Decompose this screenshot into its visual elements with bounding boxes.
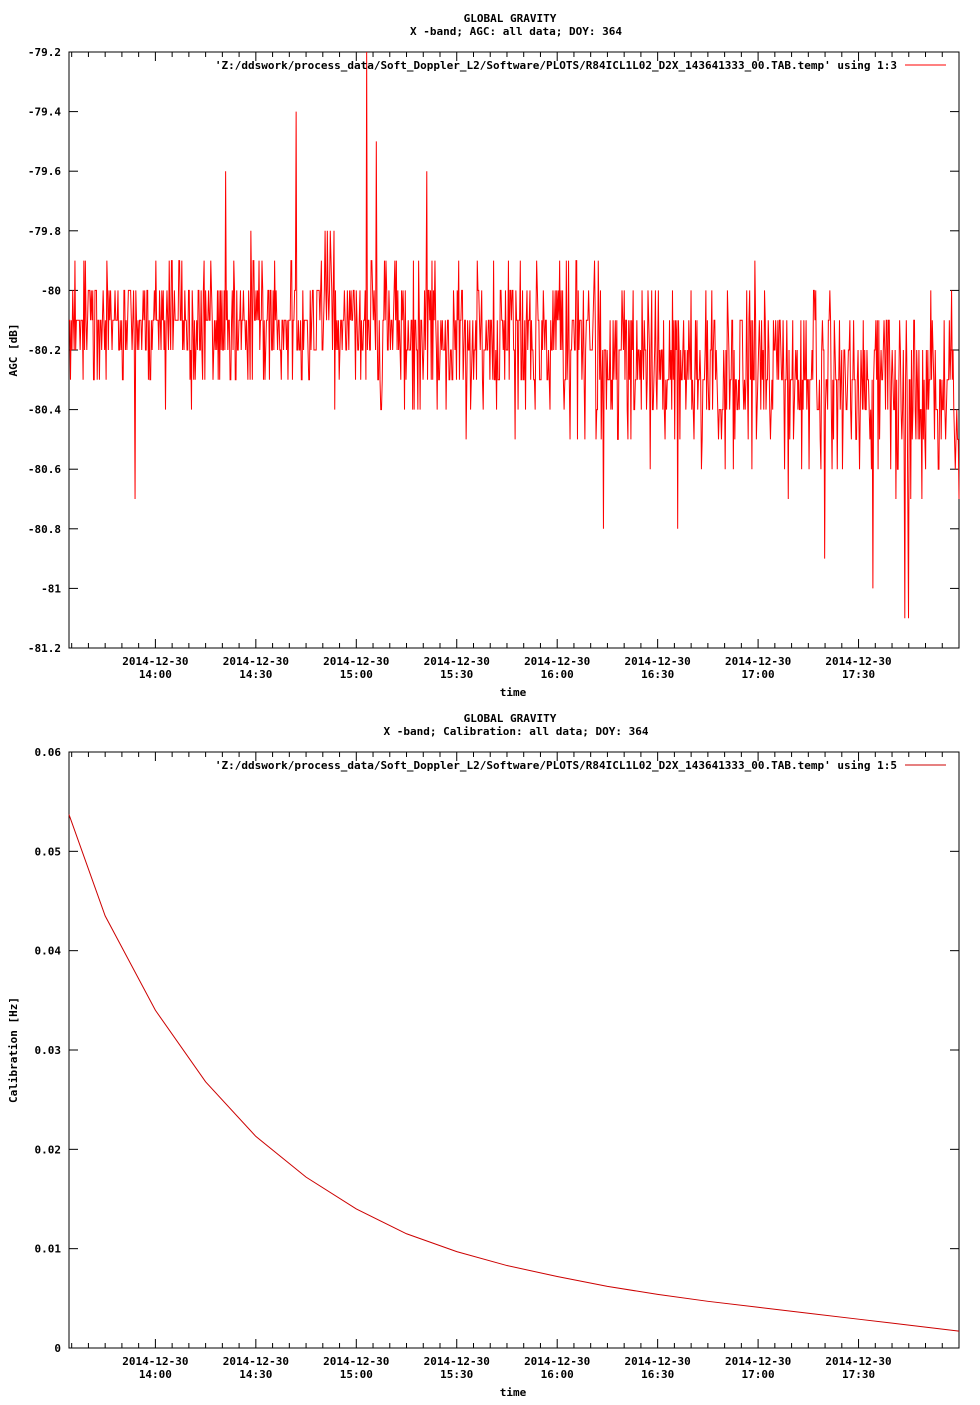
calibration-x-tick-time: 17:30 — [842, 1368, 875, 1381]
calibration-y-tick-label: 0.02 — [35, 1143, 62, 1156]
agc-x-tick-date: 2014-12-30 — [223, 655, 289, 668]
calibration-x-tick-date: 2014-12-30 — [625, 1355, 691, 1368]
agc-y-tick-label: -80.2 — [28, 344, 61, 357]
agc-chart: GLOBAL GRAVITY X -band; AGC: all data; D… — [7, 12, 960, 699]
agc-x-tick-date: 2014-12-30 — [825, 655, 891, 668]
agc-x-tick-time: 14:30 — [239, 668, 272, 681]
calibration-y-tick-label: 0.04 — [35, 945, 62, 958]
agc-x-tick-time: 17:00 — [742, 668, 775, 681]
agc-y-tick-label: -79.2 — [28, 46, 61, 59]
calibration-x-tick-date: 2014-12-30 — [122, 1355, 188, 1368]
calibration-x-ticks: 2014-12-3014:002014-12-3014:302014-12-30… — [71, 752, 960, 1381]
calibration-chart: GLOBAL GRAVITY X -band; Calibration: all… — [7, 712, 960, 1399]
agc-x-tick-date: 2014-12-30 — [424, 655, 490, 668]
calibration-y-tick-label: 0.03 — [35, 1044, 62, 1057]
calibration-x-tick-time: 15:00 — [340, 1368, 373, 1381]
calibration-x-tick-time: 15:30 — [440, 1368, 473, 1381]
agc-y-tick-label: -80 — [41, 284, 61, 297]
calibration-x-tick-time: 16:30 — [641, 1368, 674, 1381]
calibration-chart-title: GLOBAL GRAVITY — [464, 712, 557, 725]
agc-x-axis-label: time — [500, 686, 527, 699]
calibration-x-tick-time: 14:30 — [239, 1368, 272, 1381]
calibration-plot-frame — [68, 751, 960, 1349]
agc-legend-label: 'Z:/ddswork/process_data/Soft_Doppler_L2… — [215, 59, 897, 72]
agc-y-tick-label: -80.6 — [28, 463, 61, 476]
agc-x-tick-time: 14:00 — [139, 668, 172, 681]
agc-x-tick-time: 16:30 — [641, 668, 674, 681]
calibration-x-tick-date: 2014-12-30 — [725, 1355, 791, 1368]
calibration-x-tick-date: 2014-12-30 — [424, 1355, 490, 1368]
calibration-x-tick-time: 14:00 — [139, 1368, 172, 1381]
calibration-x-tick-date: 2014-12-30 — [825, 1355, 891, 1368]
calibration-line — [68, 814, 960, 1332]
agc-x-tick-time: 16:00 — [541, 668, 574, 681]
agc-series — [69, 51, 960, 619]
agc-y-axis-label: AGC [dB] — [7, 324, 20, 377]
agc-y-tick-label: -79.6 — [28, 165, 61, 178]
calibration-y-tick-label: 0 — [54, 1342, 61, 1355]
agc-x-tick-time: 17:30 — [842, 668, 875, 681]
calibration-y-tick-label: 0.05 — [35, 845, 62, 858]
agc-x-tick-date: 2014-12-30 — [625, 655, 691, 668]
calibration-x-tick-time: 17:00 — [742, 1368, 775, 1381]
agc-x-tick-date: 2014-12-30 — [725, 655, 791, 668]
calibration-x-tick-date: 2014-12-30 — [323, 1355, 389, 1368]
agc-y-tick-label: -79.8 — [28, 225, 61, 238]
calibration-y-tick-label: 0.06 — [35, 746, 62, 759]
agc-y-ticks: -79.2 -79.4 -79.6 -79.8 -80 -80.2 -80.4 -80.6 -8… — [28, 46, 959, 655]
agc-chart-title: GLOBAL GRAVITY — [464, 12, 557, 25]
agc-x-tick-date: 2014-12-30 — [122, 655, 188, 668]
agc-x-tick-date: 2014-12-30 — [323, 655, 389, 668]
agc-y-tick-label: -81 — [41, 582, 61, 595]
agc-chart-subtitle: X -band; AGC: all data; DOY: 364 — [410, 25, 622, 38]
calibration-x-tick-date: 2014-12-30 — [524, 1355, 590, 1368]
calibration-chart-subtitle: X -band; Calibration: all data; DOY: 364 — [384, 725, 649, 738]
agc-line — [69, 51, 960, 619]
agc-x-tick-date: 2014-12-30 — [524, 655, 590, 668]
calibration-legend-label: 'Z:/ddswork/process_data/Soft_Doppler_L2… — [215, 759, 897, 772]
agc-x-ticks: 2014-12-3014:002014-12-3014:302014-12-30… — [71, 52, 960, 681]
agc-x-tick-time: 15:30 — [440, 668, 473, 681]
agc-y-tick-label: -79.4 — [28, 106, 61, 119]
calibration-x-tick-time: 16:00 — [541, 1368, 574, 1381]
calibration-y-axis-label: Calibration [Hz] — [7, 997, 20, 1103]
calibration-x-tick-date: 2014-12-30 — [223, 1355, 289, 1368]
agc-y-tick-label: -80.8 — [28, 523, 61, 536]
agc-y-tick-label: -81.2 — [28, 642, 61, 655]
calibration-y-ticks: 0 0.01 0.02 0.03 0.04 0.05 0.06 — [35, 746, 959, 1355]
calibration-series — [68, 814, 960, 1332]
agc-x-tick-time: 15:00 — [340, 668, 373, 681]
calibration-x-axis-label: time — [500, 1386, 527, 1399]
agc-y-tick-label: -80.4 — [28, 404, 61, 417]
calibration-y-tick-label: 0.01 — [35, 1243, 62, 1256]
